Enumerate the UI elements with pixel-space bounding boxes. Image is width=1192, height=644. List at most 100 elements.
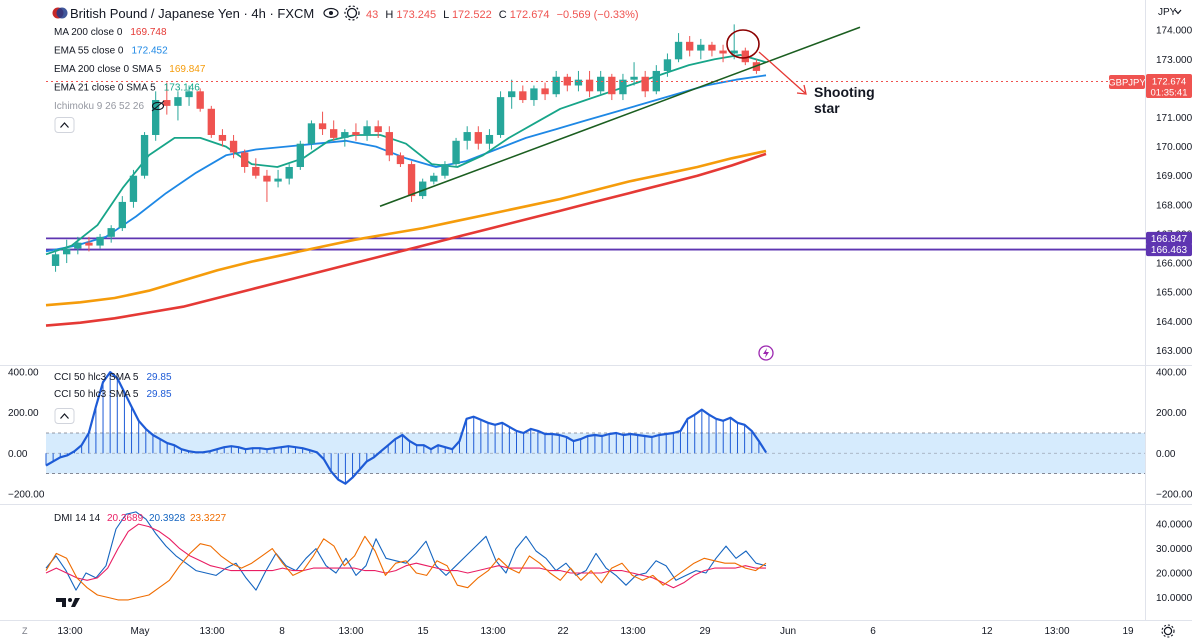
- timezone-button[interactable]: Z: [22, 626, 28, 636]
- candle[interactable]: [152, 100, 160, 135]
- candle[interactable]: [118, 201, 126, 229]
- candle[interactable]: [452, 140, 460, 165]
- candle[interactable]: [407, 164, 416, 197]
- candle[interactable]: [674, 41, 683, 60]
- cci-legend[interactable]: CCI 50 hlc3 SMA 5 29.85 CCI 50 hlc3 SMA 5 2…: [54, 372, 172, 400]
- candle[interactable]: [419, 181, 427, 197]
- candle[interactable]: [307, 123, 316, 144]
- time-tick-label: 29: [699, 626, 711, 637]
- candle[interactable]: [85, 242, 93, 246]
- candle[interactable]: [385, 132, 393, 156]
- eye-icon[interactable]: [323, 7, 339, 19]
- annotation-arrow-head: [796, 84, 807, 95]
- candle[interactable]: [140, 134, 149, 176]
- candle[interactable]: [196, 91, 204, 109]
- time-tick-label: 8: [279, 626, 285, 637]
- candle[interactable]: [496, 97, 505, 135]
- symbol-title[interactable]: British Pound / Japanese Yen · 4h · FXCM: [70, 6, 314, 21]
- candle[interactable]: [218, 134, 227, 141]
- dmi-line-dx[interactable]: [45, 523, 766, 589]
- candle[interactable]: [630, 76, 638, 80]
- candle[interactable]: [163, 100, 171, 106]
- candle[interactable]: [641, 76, 649, 92]
- candle[interactable]: [274, 178, 282, 182]
- candle[interactable]: [519, 91, 527, 101]
- candle[interactable]: [74, 242, 82, 249]
- ma-line-ema-55[interactable]: [45, 74, 767, 253]
- cci-collapse-button[interactable]: [54, 408, 75, 424]
- candle[interactable]: [330, 129, 338, 138]
- candle[interactable]: [552, 76, 560, 95]
- dmi-line-diplus[interactable]: [45, 511, 767, 591]
- candle[interactable]: [530, 88, 538, 101]
- dmi-legend[interactable]: DMI 14 14 20.3689 20.3928 23.3227: [54, 513, 227, 524]
- candle[interactable]: [619, 79, 627, 95]
- candle[interactable]: [341, 132, 349, 138]
- candle[interactable]: [608, 76, 616, 95]
- candle[interactable]: [663, 59, 672, 71]
- dmi-pane[interactable]: [45, 511, 767, 601]
- indicator-legend[interactable]: MA 200 close 0 169.748 EMA 55 close 0 172.4…: [54, 27, 206, 112]
- candle[interactable]: [585, 79, 594, 92]
- dmi-line-diminus[interactable]: [45, 535, 767, 601]
- candle[interactable]: [541, 88, 549, 95]
- candle[interactable]: [719, 50, 727, 54]
- price-axis[interactable]: 174.000173.000172.000171.000170.000169.0…: [8, 26, 1192, 604]
- currency-label[interactable]: JPY: [1158, 7, 1177, 18]
- moving-averages[interactable]: [45, 54, 767, 327]
- candle[interactable]: [285, 166, 293, 179]
- candle[interactable]: [107, 228, 115, 237]
- candle[interactable]: [263, 175, 271, 182]
- candle[interactable]: [396, 155, 405, 165]
- cci-pane[interactable]: [45, 371, 1145, 485]
- candle[interactable]: [318, 123, 327, 130]
- candle[interactable]: [174, 97, 182, 106]
- candle[interactable]: [463, 132, 471, 141]
- collapse-legend-button[interactable]: [54, 117, 75, 133]
- candle[interactable]: [363, 126, 371, 135]
- candle[interactable]: [686, 41, 694, 51]
- candle[interactable]: [741, 50, 749, 63]
- cci-tick-label-left: 400.00: [8, 368, 39, 379]
- candle[interactable]: [574, 79, 583, 86]
- candle[interactable]: [430, 175, 438, 182]
- ma-line-ema-200[interactable]: [45, 149, 767, 307]
- annotation-arrow[interactable]: [758, 51, 806, 94]
- candle[interactable]: [241, 152, 249, 167]
- candle[interactable]: [63, 248, 71, 255]
- cci-legend-value: 29.85: [146, 389, 171, 400]
- cci-line[interactable]: [45, 371, 767, 485]
- tradingview-logo[interactable]: [56, 598, 80, 607]
- candle[interactable]: [352, 132, 360, 135]
- candle[interactable]: [96, 236, 104, 246]
- candle[interactable]: [296, 143, 304, 167]
- trend-line[interactable]: [379, 26, 861, 208]
- candle[interactable]: [129, 175, 138, 202]
- candle[interactable]: [252, 166, 260, 176]
- candle[interactable]: [207, 108, 215, 135]
- candle[interactable]: [697, 44, 705, 51]
- time-axis[interactable]: 13:00 May 13:00 8 13:00 15 13:00 22 13:00 29 Jun 6 1…: [57, 626, 1134, 637]
- settings-icon[interactable]: [1161, 624, 1175, 638]
- candles[interactable]: [51, 24, 761, 272]
- annotation-circle[interactable]: [726, 29, 760, 59]
- candle[interactable]: [508, 91, 516, 98]
- ma-line-ma-200[interactable]: [45, 152, 767, 327]
- change-value: −0.569 (−0.33%): [557, 9, 639, 21]
- candle[interactable]: [229, 140, 238, 153]
- candle[interactable]: [597, 76, 605, 92]
- chevron-down-icon[interactable]: [1174, 9, 1182, 15]
- candle[interactable]: [441, 164, 449, 176]
- candle[interactable]: [730, 50, 738, 54]
- candle[interactable]: [374, 126, 382, 133]
- candle[interactable]: [485, 134, 494, 144]
- candle[interactable]: [474, 132, 482, 144]
- candle[interactable]: [51, 254, 60, 266]
- settings-icon[interactable]: [344, 5, 360, 21]
- candle[interactable]: [708, 44, 716, 51]
- candle[interactable]: [185, 91, 193, 98]
- legend-value: 173.146: [164, 83, 201, 94]
- hide-icon[interactable]: [151, 100, 165, 112]
